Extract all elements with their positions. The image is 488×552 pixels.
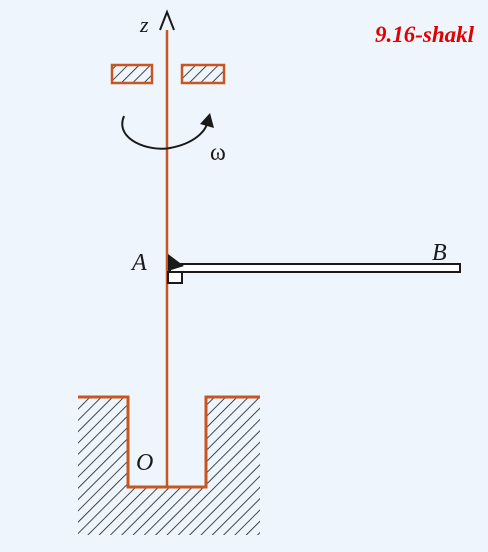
figure-label: 9.16-shakl: [374, 22, 474, 47]
rotation-arrowhead: [200, 113, 214, 128]
joint-a-block: [167, 271, 183, 284]
rotation-arc: [121, 115, 209, 150]
point-b-label: B: [432, 240, 447, 266]
z-label: z: [139, 12, 149, 37]
point-a-label: A: [130, 250, 147, 276]
point-o-label: O: [136, 450, 153, 476]
top-bearing-left-block: [110, 63, 154, 85]
top-bearing: [110, 63, 226, 85]
joint-a-wedge: [168, 254, 184, 271]
omega-label: ω: [210, 140, 226, 166]
rod-ab: [169, 263, 461, 273]
foundation-hatch: [78, 397, 260, 535]
z-axis-arrow: [159, 9, 175, 31]
bottom-foundation: [78, 395, 260, 535]
top-bearing-right-block: [180, 63, 226, 85]
